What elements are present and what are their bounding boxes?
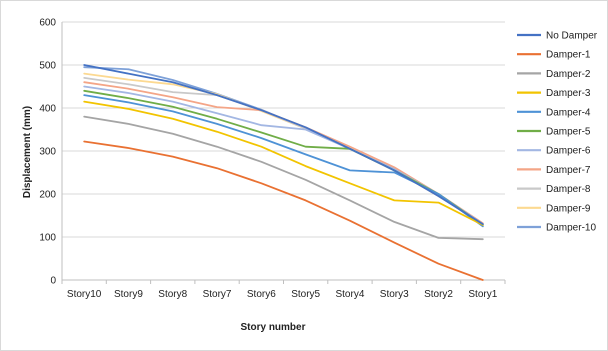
series-line-damper-5 [83,89,484,226]
x-tick-label: Story7 [203,289,232,300]
legend-label: Damper-8 [546,184,591,195]
series-line-damper-1 [83,140,484,281]
x-axis-title: Story number [240,322,305,333]
legend-label: Damper-2 [546,69,591,80]
y-tick-label: 400 [39,104,56,115]
x-tick-label: Story4 [335,289,364,300]
y-tick-label: 100 [39,233,56,244]
y-tick-label: 0 [50,276,56,287]
x-tick-label: Story2 [424,289,453,300]
x-tick-label: Story3 [380,289,409,300]
x-tick-label: Story9 [114,289,143,300]
series-line-damper-2 [83,115,484,241]
x-tick-label: Story1 [468,289,497,300]
x-tick-label: Story5 [291,289,320,300]
legend-label: No Damper [546,31,598,42]
y-axis-title: Displacement (mm) [22,106,33,198]
y-tick-label: 300 [39,147,56,158]
series-lines [83,64,484,281]
axes: 0 100 200 300 400 500 600 Story10 Story9 Story8 St… [39,18,506,300]
legend-label: Damper-10 [546,223,596,234]
y-tick-label: 600 [39,18,56,29]
legend-label: Damper-7 [546,165,591,176]
y-tick-label: 200 [39,190,56,201]
x-tick-label: Story10 [67,289,102,300]
x-tick-label: Story8 [158,289,187,300]
legend-label: Damper-3 [546,88,591,99]
legend-label: Damper-6 [546,146,591,157]
series-line-no-damper [83,64,484,226]
legend-label: Damper-5 [546,127,591,138]
x-tick-label: Story6 [247,289,276,300]
legend-label: Damper-1 [546,50,591,61]
y-tick-label: 500 [39,61,56,72]
legend: No Damper Damper-1 Damper-2 Damper-3 Damper-… [517,31,598,234]
legend-label: Damper-9 [546,203,591,214]
series-line-damper-3 [83,100,484,226]
legend-label: Damper-4 [546,107,591,118]
